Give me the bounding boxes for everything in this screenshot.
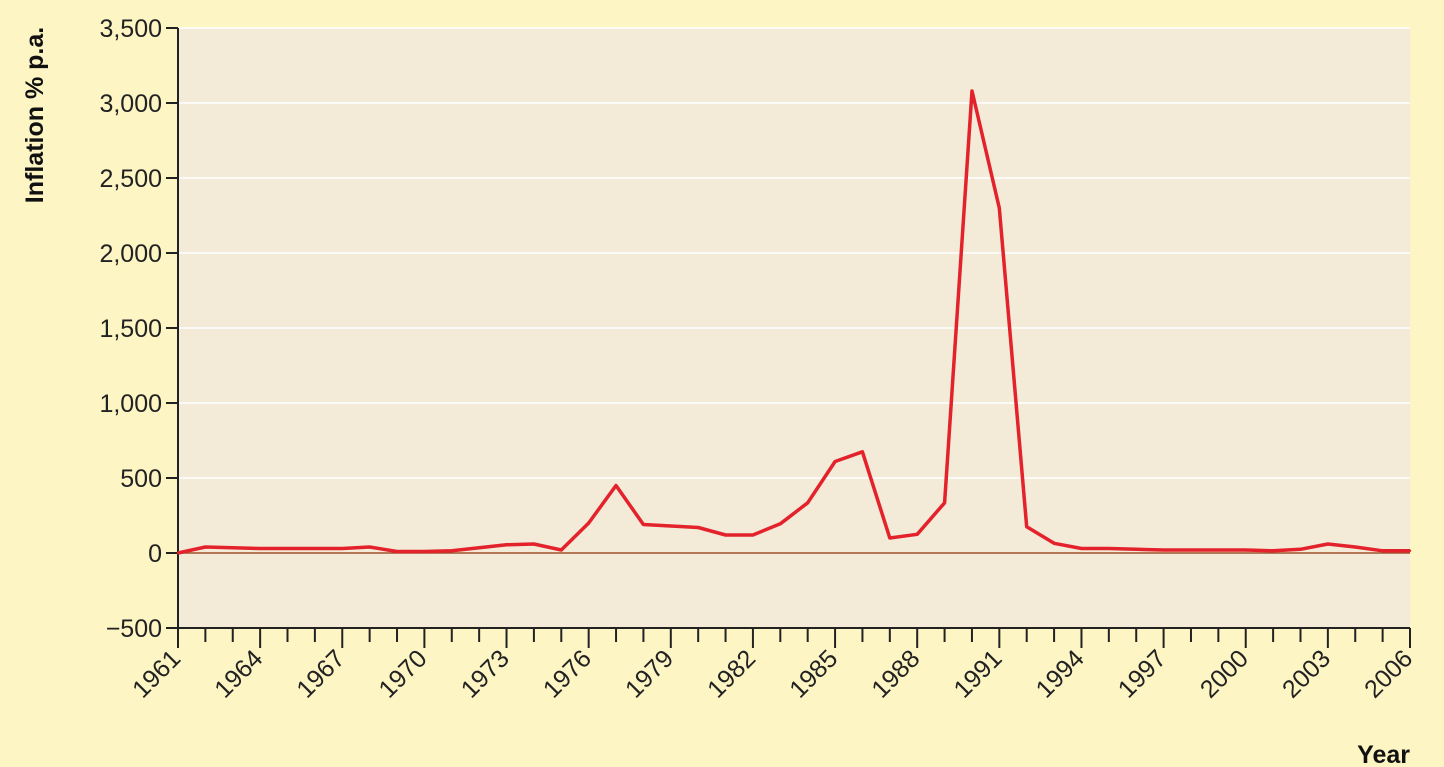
- data-point: [313, 547, 317, 550]
- x-tick-label: 1976: [538, 644, 597, 703]
- y-tick-label: 2,000: [99, 240, 162, 268]
- data-point: [505, 543, 508, 546]
- y-axis-ticks: [166, 27, 178, 629]
- data-point: [1162, 548, 1165, 552]
- data-point: [1299, 548, 1302, 551]
- data-point: [1025, 525, 1028, 528]
- data-point: [341, 547, 344, 550]
- data-point: [1408, 549, 1412, 552]
- y-axis-title: Inflation % p.a.: [21, 27, 49, 203]
- data-point: [724, 533, 727, 537]
- x-tick-label: 1988: [866, 644, 925, 703]
- data-point: [395, 550, 399, 553]
- x-tick-label: 1997: [1113, 644, 1172, 703]
- y-tick-label: 0: [148, 540, 162, 568]
- data-point: [1052, 542, 1056, 545]
- data-point: [258, 547, 262, 550]
- x-axis-ticks: [177, 628, 1411, 648]
- data-points: [176, 89, 1412, 555]
- x-tick-label: 1964: [209, 644, 268, 703]
- data-point: [560, 548, 563, 552]
- data-point: [806, 501, 809, 504]
- data-point: [450, 549, 453, 552]
- data-point: [176, 551, 180, 555]
- data-point: [861, 450, 864, 453]
- y-tick-label: 1,000: [99, 390, 162, 418]
- x-tick-label: 1973: [456, 644, 515, 703]
- x-tick-label: 1982: [702, 644, 761, 703]
- data-point: [970, 89, 974, 93]
- y-tick-label: 3,500: [99, 15, 162, 43]
- y-tick-label: −500: [106, 615, 162, 643]
- data-point: [916, 533, 919, 536]
- data-point: [751, 533, 755, 537]
- data-point: [1107, 547, 1111, 550]
- x-tick-label: 1979: [620, 644, 679, 703]
- data-point: [423, 550, 426, 553]
- y-tick-label: 2,500: [99, 165, 162, 193]
- data-point: [587, 521, 590, 525]
- x-tick-label: 1994: [1031, 644, 1090, 703]
- x-tick-label: 1991: [948, 644, 1007, 703]
- data-point: [833, 460, 837, 463]
- data-point: [1271, 549, 1275, 552]
- data-point: [1135, 548, 1138, 551]
- data-point: [532, 542, 536, 546]
- data-point: [943, 501, 946, 504]
- data-point: [1354, 545, 1357, 549]
- data-point: [998, 206, 1001, 210]
- data-point: [888, 536, 892, 540]
- data-point: [286, 547, 289, 550]
- x-tick-label: 1961: [127, 644, 186, 703]
- y-axis-tick-labels: −500 0 500 1,000 1,500 2,000 2,500 3,000 3,500: [99, 15, 162, 643]
- data-point: [368, 545, 371, 549]
- data-point: [1326, 542, 1330, 546]
- x-tick-label: 1967: [291, 644, 350, 703]
- x-tick-label: 2006: [1359, 644, 1418, 703]
- data-point: [1217, 548, 1220, 552]
- x-tick-label: 2000: [1195, 644, 1254, 703]
- x-tick-label: 1985: [784, 644, 843, 703]
- data-point: [696, 526, 700, 529]
- y-tick-label: 1,500: [99, 315, 162, 343]
- gridlines: [178, 27, 1410, 479]
- x-axis-tick-labels: 1961 1964 1967 1970 1973 1976 1979 1982 1985 1988…: [127, 644, 1418, 703]
- data-point: [669, 524, 672, 528]
- data-point: [204, 545, 207, 549]
- data-point: [1381, 549, 1384, 552]
- data-point: [231, 546, 234, 549]
- y-tick-label: 500: [120, 465, 162, 493]
- data-point: [1189, 548, 1193, 552]
- x-axis-title: Year: [1357, 741, 1410, 767]
- data-point: [779, 522, 782, 525]
- x-tick-label: 2003: [1277, 644, 1336, 703]
- data-point: [1080, 547, 1083, 550]
- series-line: [177, 89, 1410, 555]
- data-point: [614, 484, 618, 487]
- data-point: [477, 546, 481, 549]
- data-point: [1244, 548, 1247, 552]
- x-tick-label: 1970: [374, 644, 433, 703]
- data-point: [642, 523, 645, 526]
- y-tick-label: 3,000: [99, 90, 162, 118]
